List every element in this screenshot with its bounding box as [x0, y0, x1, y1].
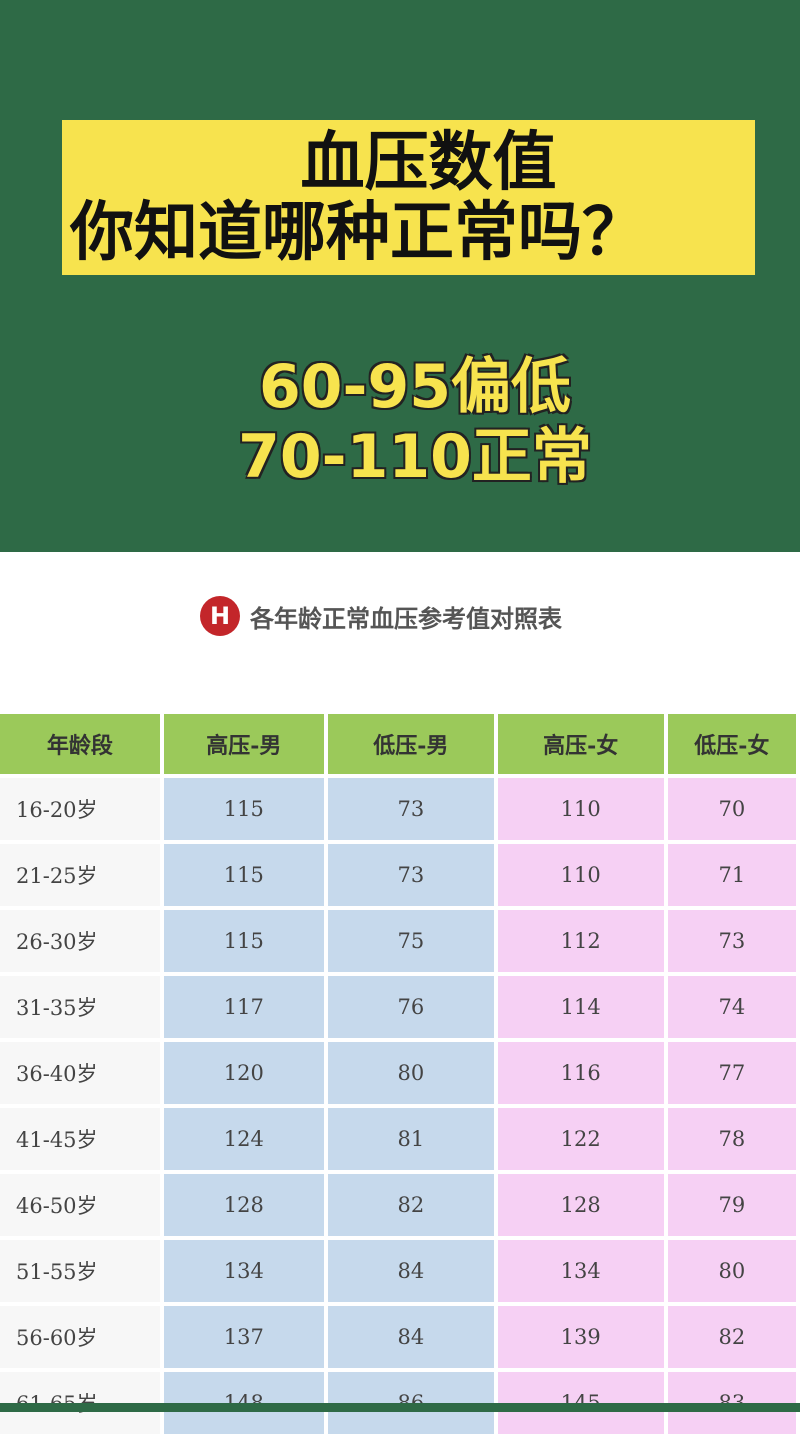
column-header: 高压-女 — [497, 714, 664, 774]
table-cell: 74 — [667, 976, 796, 1038]
table-row: 56-60岁 137 84 139 82 — [0, 1306, 796, 1368]
table-cell: 139 — [497, 1306, 664, 1368]
table-row: 51-55岁 134 84 134 80 — [0, 1240, 796, 1302]
table-cell: 41-45岁 — [0, 1108, 160, 1170]
bottom-strip — [0, 1403, 800, 1412]
table-row: 26-30岁 115 75 112 73 — [0, 910, 796, 972]
column-header: 高压-男 — [163, 714, 324, 774]
table-cell: 21-25岁 — [0, 844, 160, 906]
table-cell: 70 — [667, 778, 796, 840]
table-cell: 110 — [497, 778, 664, 840]
table-cell: 128 — [163, 1174, 324, 1236]
table-cell: 31-35岁 — [0, 976, 160, 1038]
table-title: H 各年龄正常血压参考值对照表 — [200, 596, 562, 636]
table-title-text: 各年龄正常血压参考值对照表 — [250, 604, 562, 633]
hospital-h-icon: H — [200, 596, 240, 636]
column-header: 低压-男 — [327, 714, 494, 774]
subtitle-low: 60-95偏低 — [259, 352, 571, 422]
table-cell: 36-40岁 — [0, 1042, 160, 1104]
column-header: 低压-女 — [667, 714, 796, 774]
table-cell: 137 — [163, 1306, 324, 1368]
table-cell: 26-30岁 — [0, 910, 160, 972]
title-line-1: 血压数值 — [300, 126, 557, 200]
green-banner: 血压数值 你知道哪种正常吗？ 60-95偏低 70-110正常 — [0, 0, 800, 552]
table-cell: 115 — [163, 778, 324, 840]
table-cell: 124 — [163, 1108, 324, 1170]
table-cell: 115 — [163, 844, 324, 906]
blood-pressure-table: 年龄段 高压-男 低压-男 高压-女 低压-女 16-20岁 115 73 110 70 21-2… — [0, 710, 800, 1438]
table-cell: 71 — [667, 844, 796, 906]
table-cell: 134 — [163, 1240, 324, 1302]
table-cell: 78 — [667, 1108, 796, 1170]
table-cell: 16-20岁 — [0, 778, 160, 840]
title-box: 血压数值 你知道哪种正常吗？ — [62, 120, 755, 275]
table-row: 36-40岁 120 80 116 77 — [0, 1042, 796, 1104]
table-row: 16-20岁 115 73 110 70 — [0, 778, 796, 840]
table-cell: 84 — [327, 1306, 494, 1368]
table-row: 31-35岁 117 76 114 74 — [0, 976, 796, 1038]
table-cell: 56-60岁 — [0, 1306, 160, 1368]
table-cell: 73 — [327, 844, 494, 906]
table-cell: 73 — [667, 910, 796, 972]
table-cell: 134 — [497, 1240, 664, 1302]
subtitle-normal: 70-110正常 — [238, 422, 592, 492]
table-cell: 115 — [163, 910, 324, 972]
table-cell: 75 — [327, 910, 494, 972]
table-cell: 120 — [163, 1042, 324, 1104]
table-cell: 116 — [497, 1042, 664, 1104]
table-cell: 80 — [667, 1240, 796, 1302]
table-cell: 122 — [497, 1108, 664, 1170]
table-cell: 81 — [327, 1108, 494, 1170]
table-cell: 46-50岁 — [0, 1174, 160, 1236]
table-cell: 77 — [667, 1042, 796, 1104]
column-header: 年龄段 — [0, 714, 160, 774]
table-cell: 110 — [497, 844, 664, 906]
table-row: 21-25岁 115 73 110 71 — [0, 844, 796, 906]
table-cell: 84 — [327, 1240, 494, 1302]
table-cell: 51-55岁 — [0, 1240, 160, 1302]
table-cell: 79 — [667, 1174, 796, 1236]
title-line-2: 你知道哪种正常吗？ — [70, 196, 646, 270]
table-cell: 114 — [497, 976, 664, 1038]
table-row: 41-45岁 124 81 122 78 — [0, 1108, 796, 1170]
table-row: 46-50岁 128 82 128 79 — [0, 1174, 796, 1236]
table-cell: 112 — [497, 910, 664, 972]
table-cell: 128 — [497, 1174, 664, 1236]
table-cell: 80 — [327, 1042, 494, 1104]
table-cell: 82 — [327, 1174, 494, 1236]
table-cell: 73 — [327, 778, 494, 840]
table-cell: 76 — [327, 976, 494, 1038]
table-cell: 117 — [163, 976, 324, 1038]
table-cell: 82 — [667, 1306, 796, 1368]
